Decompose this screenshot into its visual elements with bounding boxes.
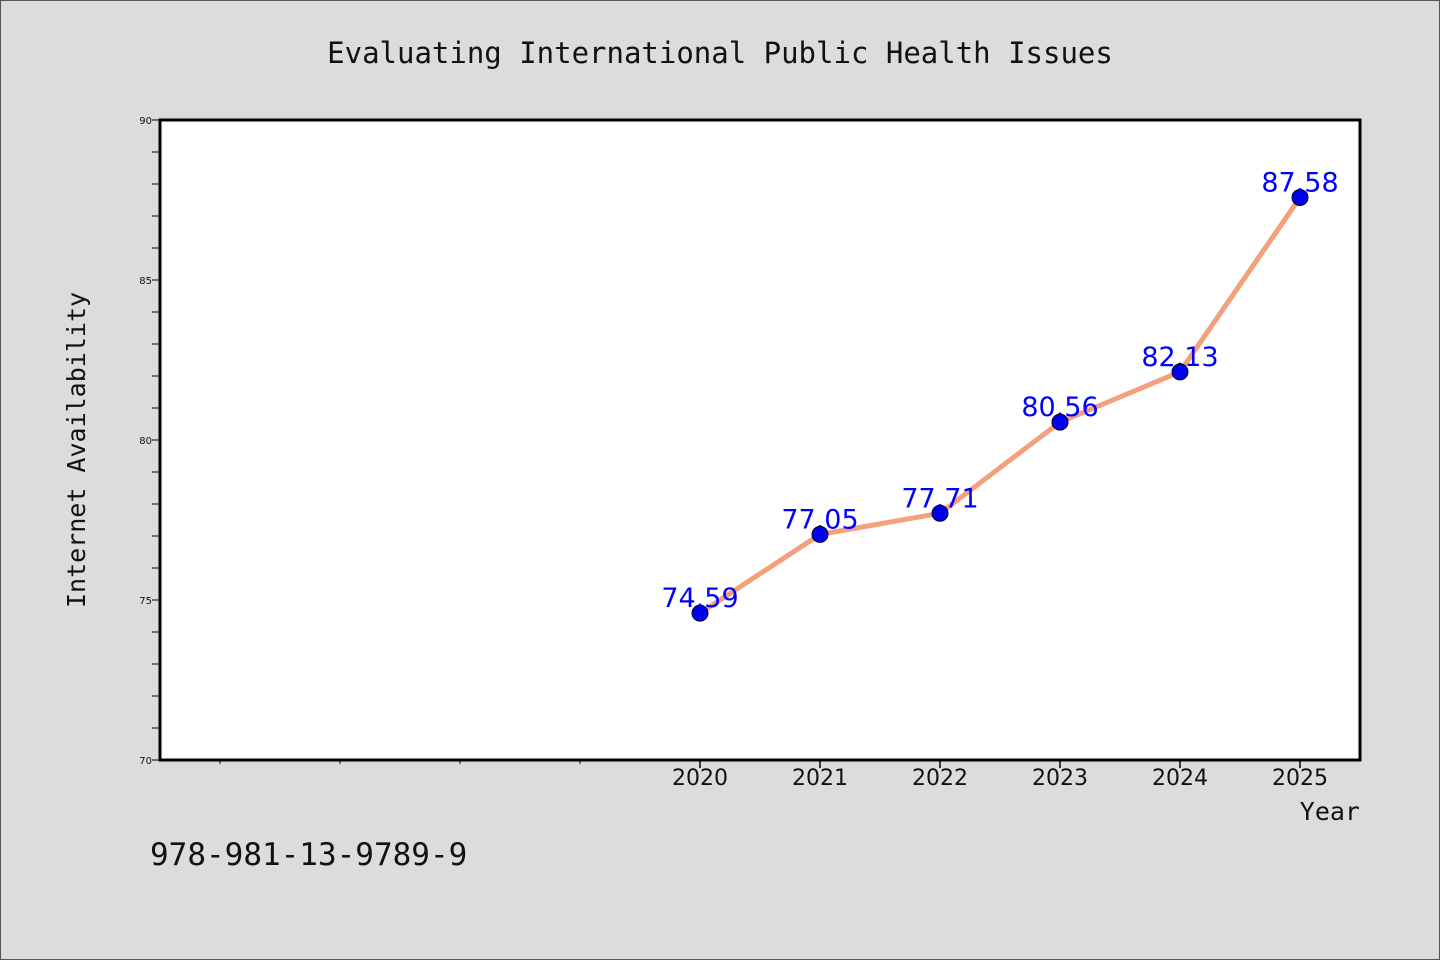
- x-tick-label: 2023: [1032, 766, 1088, 791]
- x-tick-label: 2020: [672, 766, 728, 791]
- x-tick-label: 2022: [912, 766, 968, 791]
- data-point-marker: [1051, 413, 1069, 431]
- y-tick-label: 90: [139, 116, 152, 127]
- data-point-marker: [1291, 188, 1309, 206]
- y-tick-label: 70: [139, 756, 152, 767]
- x-axis: 2020 2021 2022 2023 2024 2025: [219, 760, 1328, 791]
- y-tick-label: 85: [139, 276, 152, 287]
- data-point-marker: [811, 525, 829, 543]
- data-point-marker: [931, 504, 949, 522]
- plot-area: [158, 118, 1362, 762]
- data-point-marker: [1171, 363, 1189, 381]
- series-line: [697, 194, 1303, 616]
- x-tick-label: 2021: [792, 766, 848, 791]
- chart-title: Evaluating International Public Health I…: [327, 36, 1113, 70]
- x-tick-label: 2025: [1272, 766, 1328, 791]
- data-point-marker: [691, 604, 709, 622]
- y-tick-label: 75: [139, 596, 152, 607]
- footnote-isbn: 978-981-13-9789-9: [150, 837, 467, 873]
- y-tick-label: 80: [139, 436, 152, 447]
- y-axis-label: Internet Availability: [62, 292, 91, 608]
- x-tick-label: 2024: [1152, 766, 1208, 791]
- x-axis-label: Year: [1300, 797, 1360, 826]
- y-axis: 70 75 80 85 90: [139, 116, 160, 767]
